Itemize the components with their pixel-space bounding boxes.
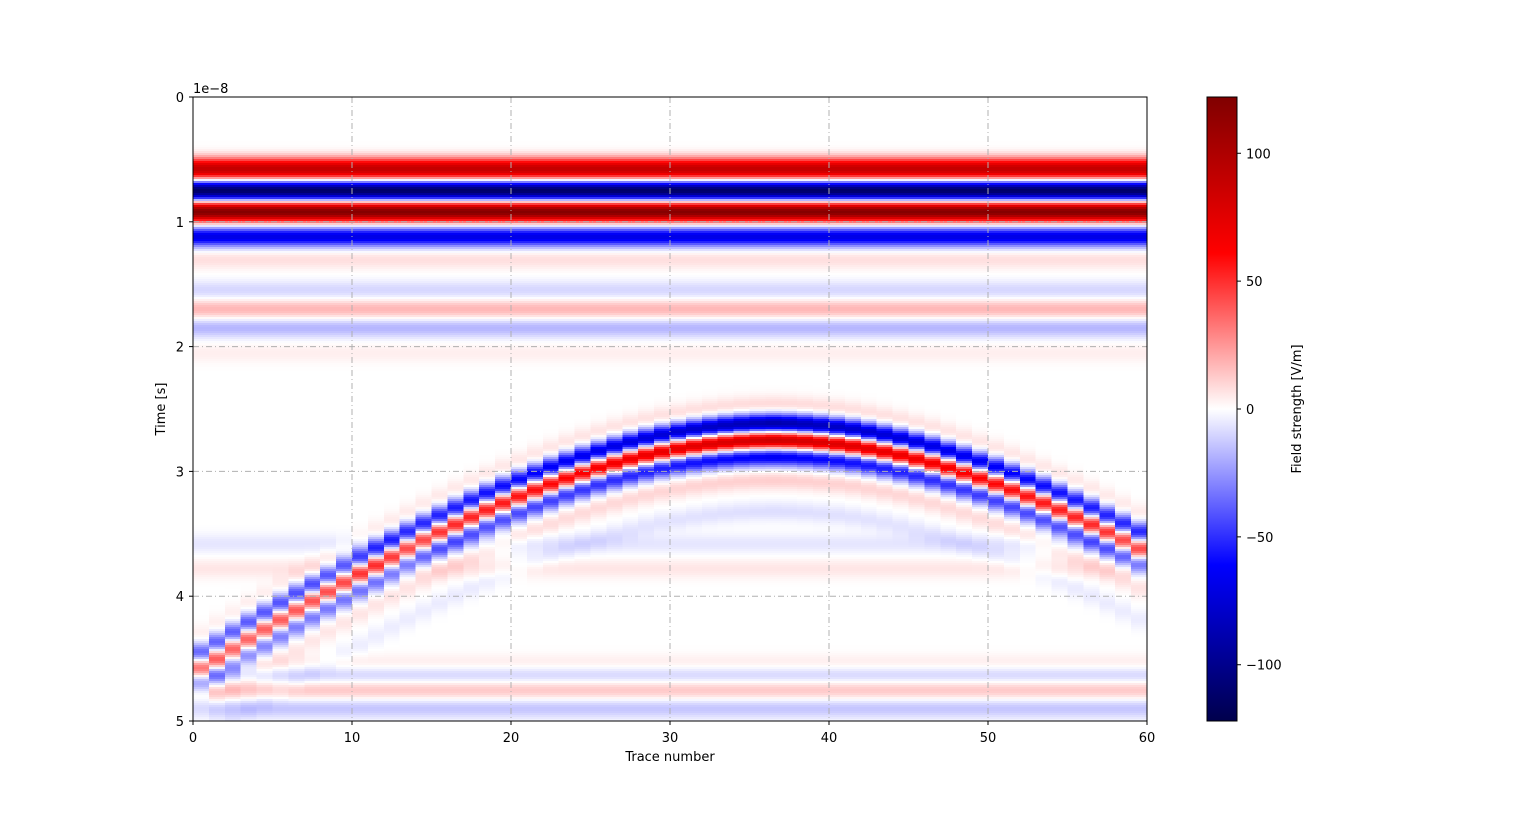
colorbar-ticks: 100 50 0 −50 −100 — [1237, 147, 1282, 674]
x-tick-label: 0 — [189, 731, 197, 746]
x-tick-label: 30 — [662, 731, 679, 746]
colorbar-tick-label: 0 — [1246, 403, 1254, 418]
y-tick-label: 5 — [176, 715, 184, 730]
colorbar-gradient — [1206, 96, 1238, 722]
x-axis-label: Trace number — [624, 750, 715, 765]
x-axis-ticks: 0 10 20 30 40 50 60 — [189, 721, 1155, 746]
y-tick-label: 4 — [176, 590, 184, 605]
y-tick-label: 3 — [176, 465, 184, 480]
x-tick-label: 50 — [980, 731, 997, 746]
y-axis-ticks: 0 1 2 3 4 5 — [176, 91, 193, 730]
y-tick-label: 2 — [176, 341, 184, 356]
y-offset-text: 1e−8 — [193, 82, 228, 97]
x-tick-label: 60 — [1139, 731, 1156, 746]
colorbar-tick-label: −50 — [1246, 531, 1273, 546]
colorbar-tick-label: −100 — [1246, 659, 1282, 674]
colorbar: 100 50 0 −50 −100 Field strength [V/m] — [1206, 96, 1305, 722]
colorbar-label: Field strength [V/m] — [1290, 344, 1305, 473]
x-tick-label: 40 — [821, 731, 838, 746]
colorbar-tick-label: 100 — [1246, 147, 1271, 162]
y-tick-label: 0 — [176, 91, 184, 106]
y-tick-label: 1 — [176, 216, 184, 231]
y-axis-label: Time [s] — [154, 383, 169, 437]
x-tick-label: 10 — [344, 731, 361, 746]
grid-lines — [193, 97, 1147, 721]
x-tick-label: 20 — [503, 731, 520, 746]
colorbar-tick-label: 50 — [1246, 275, 1263, 290]
